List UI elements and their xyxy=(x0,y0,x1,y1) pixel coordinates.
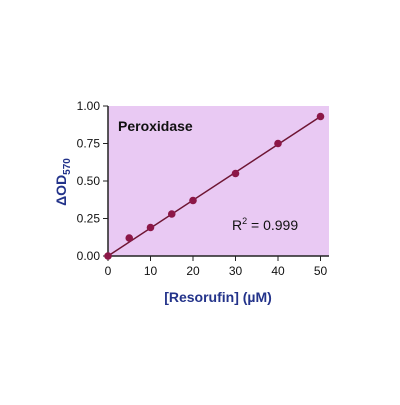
x-tick-label: 50 xyxy=(314,264,328,278)
r2-base: R xyxy=(232,217,242,233)
r2-label: R2 = 0.999 xyxy=(232,216,298,233)
data-point xyxy=(274,139,282,148)
x-tick-label: 10 xyxy=(144,264,158,278)
y-tick-label: 0.75 xyxy=(77,137,101,151)
data-point xyxy=(146,223,155,232)
x-tick-label: 30 xyxy=(229,264,243,278)
data-point xyxy=(104,252,112,260)
x-tick-label: 0 xyxy=(105,264,112,278)
data-point xyxy=(316,112,325,121)
r2-rest: = 0.999 xyxy=(247,217,298,233)
y-tick-label: 0.25 xyxy=(77,212,101,226)
trendline xyxy=(107,115,321,257)
x-axis-label: [Resorufin] (µM) xyxy=(164,289,272,305)
y-tick-label: 0.50 xyxy=(77,174,101,188)
y-label-sub: 570 xyxy=(62,158,73,175)
y-axis-label: ΔOD570 xyxy=(53,158,73,206)
r2-sup: 2 xyxy=(242,216,247,226)
x-tick-label: 40 xyxy=(271,264,285,278)
data-point xyxy=(125,234,134,242)
y-tick-label: 1.00 xyxy=(77,99,101,113)
y-label-base: ΔOD xyxy=(53,175,69,206)
data-point xyxy=(189,196,197,205)
data-point xyxy=(167,210,176,218)
data-point xyxy=(231,169,240,178)
annotation: Peroxidase xyxy=(118,118,193,134)
x-tick-label: 20 xyxy=(186,264,200,278)
y-tick-label: 0.00 xyxy=(77,249,101,263)
